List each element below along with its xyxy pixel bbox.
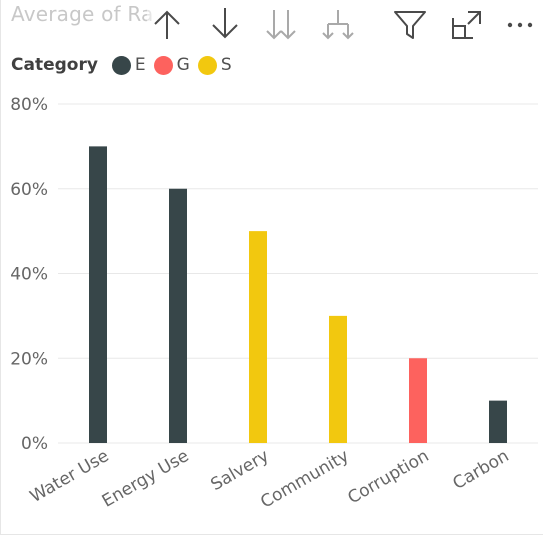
legend-marker bbox=[111, 55, 131, 75]
x-tick-label: Community bbox=[257, 446, 352, 513]
bar[interactable] bbox=[329, 315, 347, 443]
bar[interactable] bbox=[89, 146, 107, 443]
more-options-button[interactable] bbox=[500, 4, 540, 44]
legend: Category E G S bbox=[11, 53, 240, 77]
x-tick-label: Carbon bbox=[449, 446, 512, 494]
drill-down-icon bbox=[322, 10, 354, 40]
chart-title: Average of Ra bbox=[11, 2, 154, 26]
y-tick-label: 20% bbox=[10, 349, 48, 369]
sort-ascending-icon bbox=[154, 10, 180, 39]
x-tick-label: Water Use bbox=[27, 446, 113, 507]
y-tick-label: 60% bbox=[10, 180, 48, 200]
filter-button[interactable] bbox=[390, 4, 430, 44]
legend-item-label: E bbox=[134, 55, 146, 75]
expand-all-down-icon bbox=[266, 10, 296, 40]
y-tick-label: 80% bbox=[10, 95, 48, 115]
legend-item-label: S bbox=[220, 55, 232, 75]
sort-descending-button[interactable] bbox=[205, 4, 245, 44]
focus-mode-button[interactable] bbox=[446, 4, 486, 44]
visual-header-toolbar bbox=[140, 4, 545, 44]
legend-marker bbox=[153, 55, 173, 75]
legend-item-label: G bbox=[176, 55, 190, 75]
sort-ascending-button[interactable] bbox=[147, 4, 187, 44]
bar[interactable] bbox=[409, 358, 427, 443]
x-tick-label: Salvery bbox=[207, 446, 272, 495]
filter-icon bbox=[394, 11, 426, 39]
focus-mode-icon bbox=[452, 11, 481, 39]
y-tick-label: 0% bbox=[21, 434, 48, 454]
x-tick-label: Energy Use bbox=[99, 446, 193, 512]
legend-item-s[interactable]: S bbox=[197, 55, 232, 75]
legend-marker bbox=[197, 55, 217, 75]
bar[interactable] bbox=[169, 188, 187, 443]
expand-all-down-button[interactable] bbox=[261, 4, 301, 44]
legend-item-g[interactable]: G bbox=[153, 55, 190, 75]
y-tick-label: 40% bbox=[10, 265, 48, 285]
sort-descending-icon bbox=[212, 8, 238, 39]
x-tick-label: Corruption bbox=[344, 446, 432, 508]
more-options-icon bbox=[507, 22, 533, 28]
bar[interactable] bbox=[489, 400, 507, 443]
drill-down-button[interactable] bbox=[318, 4, 358, 44]
legend-item-e[interactable]: E bbox=[111, 55, 146, 75]
legend-title: Category bbox=[11, 55, 98, 75]
bar[interactable] bbox=[249, 231, 267, 443]
